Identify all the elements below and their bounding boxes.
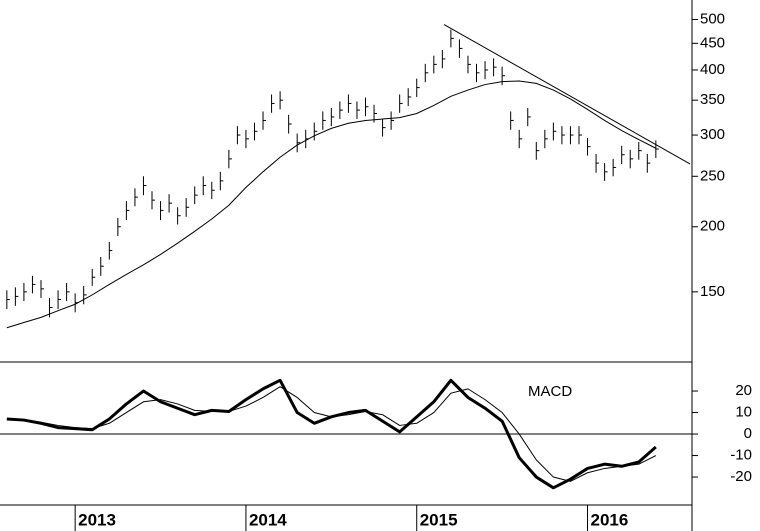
macd-label: MACD xyxy=(528,383,572,400)
moving-average xyxy=(6,80,657,329)
trendline xyxy=(443,24,691,165)
y-tick-label: -10 xyxy=(730,447,752,464)
y-tick-label: 20 xyxy=(735,382,752,399)
x-tick-label: 2014 xyxy=(249,510,287,529)
y-tick-label: 400 xyxy=(700,61,725,78)
x-tick-label: 2016 xyxy=(591,510,629,529)
signal-line xyxy=(6,386,657,482)
y-tick-label: 200 xyxy=(700,218,725,235)
y-tick-label: 250 xyxy=(700,167,725,184)
y-tick-label: 450 xyxy=(700,34,725,51)
y-tick-label: 150 xyxy=(700,283,725,300)
y-tick-label: 0 xyxy=(744,425,752,442)
x-tick-label: 2013 xyxy=(78,510,116,529)
y-tick-label: 10 xyxy=(735,404,752,421)
x-tick-label: 2015 xyxy=(420,510,458,529)
y-tick-label: 350 xyxy=(700,91,725,108)
y-tick-label: -20 xyxy=(730,468,752,485)
y-tick-label: 300 xyxy=(700,126,725,143)
y-tick-label: 500 xyxy=(700,10,725,27)
